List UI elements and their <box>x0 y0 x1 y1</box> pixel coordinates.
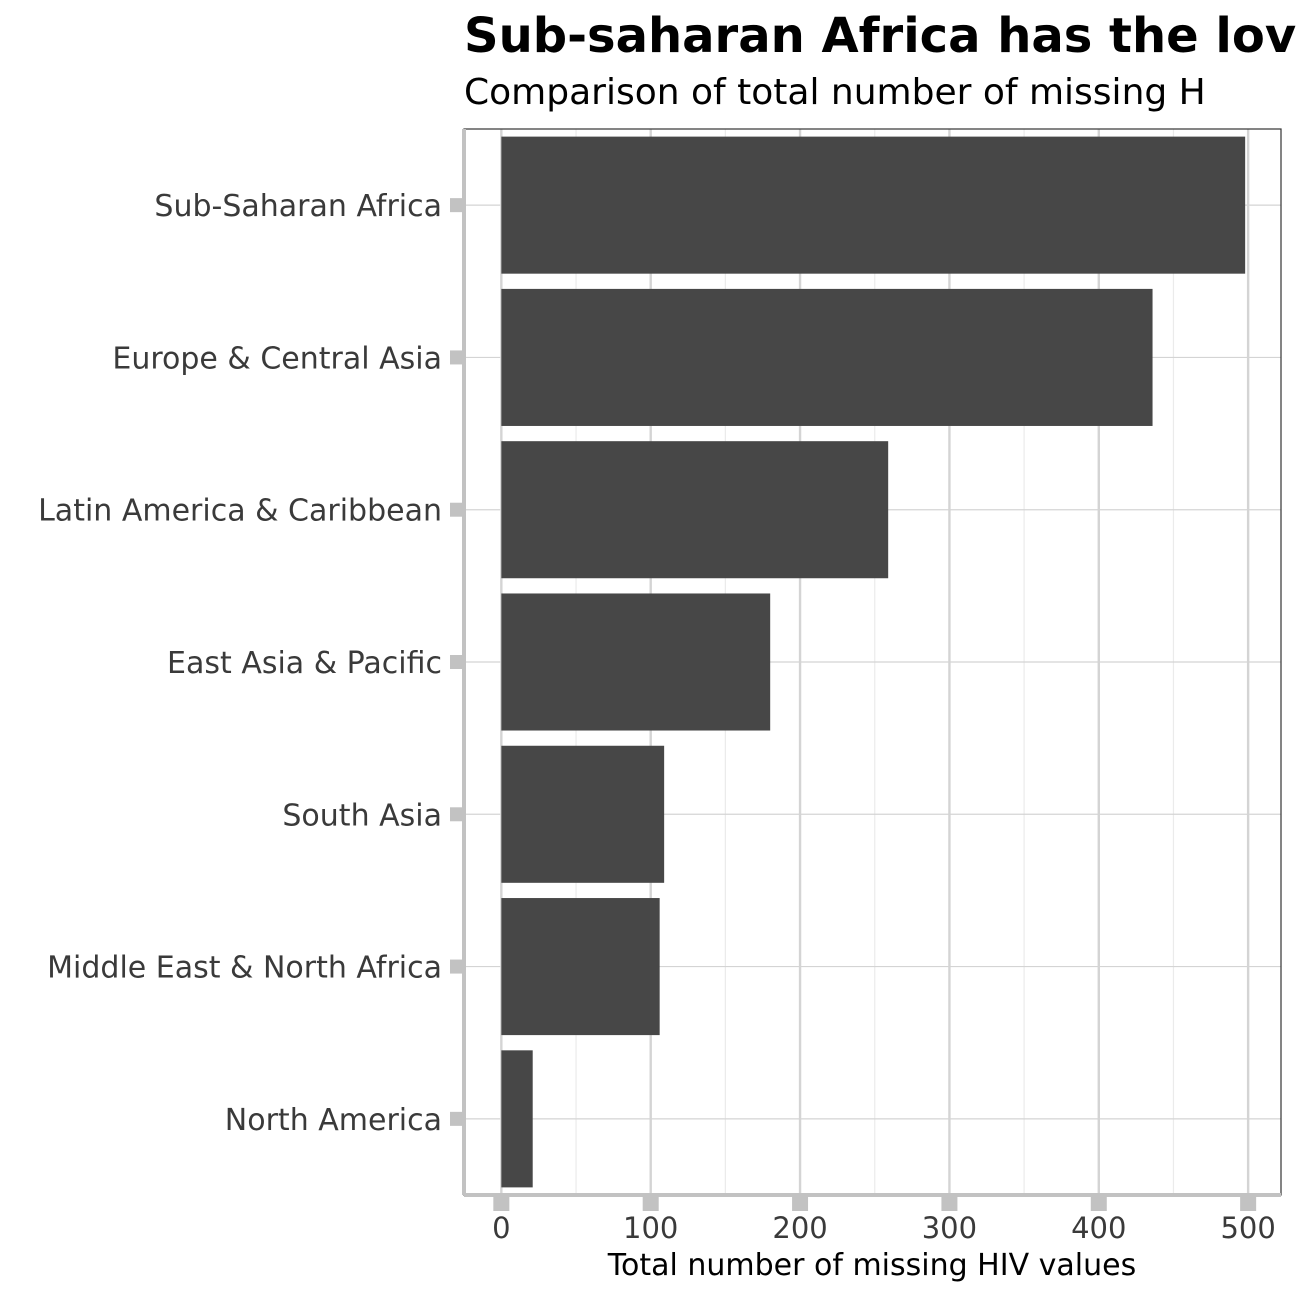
y-tick-mark <box>450 1111 464 1126</box>
x-tick-label: 400 <box>1071 1211 1126 1245</box>
x-tick-mark <box>792 1195 809 1211</box>
x-tick-mark <box>493 1195 510 1211</box>
y-tick-mark <box>450 807 464 822</box>
bar <box>501 288 1153 426</box>
category-label: Europe & Central Asia <box>112 341 442 376</box>
bar <box>501 593 771 731</box>
y-tick-mark <box>450 198 464 213</box>
bar <box>501 1050 533 1188</box>
y-axis-ticks: Sub-Saharan Africa Europe & Central Asia L… <box>38 189 464 1138</box>
y-tick-mark <box>450 959 464 974</box>
x-tick-label: 100 <box>623 1211 678 1245</box>
category-label: East Asia & Pacific <box>167 646 442 681</box>
chart-subtitle: Comparison of total number of missing H <box>464 72 1206 113</box>
x-tick-label: 300 <box>922 1211 977 1245</box>
y-tick-mark <box>450 350 464 365</box>
x-tick-mark <box>1090 1195 1107 1211</box>
y-tick-mark <box>450 502 464 517</box>
x-tick-mark <box>1240 1195 1257 1211</box>
x-axis-title: Total number of missing HIV values <box>607 1248 1136 1283</box>
x-tick-label: 200 <box>772 1211 827 1245</box>
category-label: South Asia <box>282 798 442 833</box>
bar <box>501 136 1246 274</box>
x-axis-ticks: 0 100 200 300 400 500 <box>492 1195 1276 1245</box>
x-tick-label: 500 <box>1220 1211 1275 1245</box>
x-tick-mark <box>941 1195 958 1211</box>
chart-title: Sub-saharan Africa has the lov <box>464 8 1296 64</box>
x-tick-label: 0 <box>492 1211 510 1245</box>
bar <box>501 441 889 579</box>
category-label: Latin America & Caribbean <box>38 494 442 529</box>
y-tick-mark <box>450 655 464 669</box>
bar <box>501 898 660 1036</box>
bars <box>501 136 1246 1188</box>
category-label: Middle East & North Africa <box>47 951 442 986</box>
bar <box>501 745 665 883</box>
category-label: Sub-Saharan Africa <box>154 189 442 224</box>
category-label: North America <box>225 1103 442 1138</box>
x-tick-mark <box>642 1195 659 1211</box>
